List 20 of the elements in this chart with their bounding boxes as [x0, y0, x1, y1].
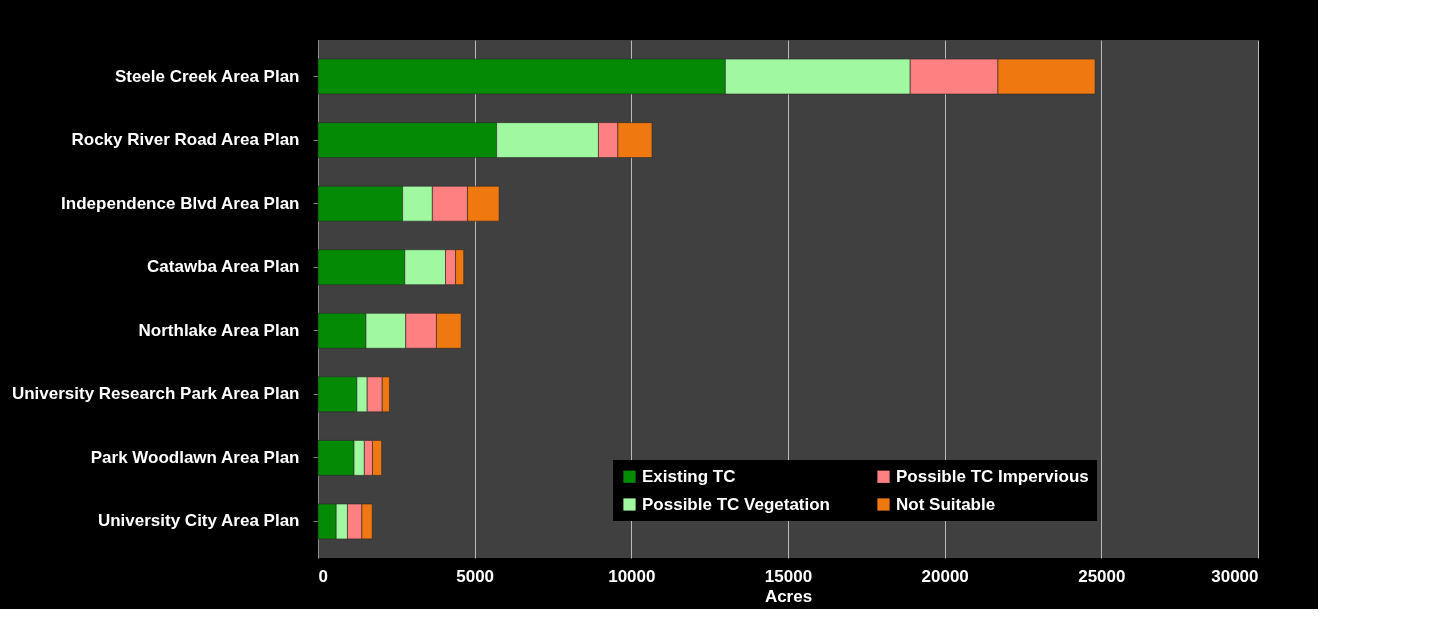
y-tick-label: Northlake Area Plan — [138, 320, 300, 340]
x-tick-label: 5000 — [456, 566, 495, 586]
y-tick-label: Independence Blvd Area Plan — [61, 193, 300, 213]
legend-label: Possible TC Impervious — [896, 466, 1089, 486]
x-tick-label: 0 — [318, 566, 328, 586]
x-tick-label: 15000 — [764, 566, 813, 586]
legend-label: Possible TC Vegetation — [642, 494, 830, 514]
legend-label: Not Suitable — [896, 494, 996, 514]
y-tick-label: University Research Park Area Plan — [11, 384, 300, 404]
y-tick-label: University City Area Plan — [97, 511, 300, 531]
x-tick-label: 25000 — [1078, 566, 1126, 586]
y-tick-label: Catawba Area Plan — [147, 257, 300, 277]
x-axis-title: Acres — [764, 586, 813, 606]
x-tick-label: 10000 — [608, 566, 656, 586]
y-tick-label: Rocky River Road Area Plan — [71, 130, 300, 150]
x-tick-label: 20000 — [921, 566, 969, 586]
legend-label: Existing TC — [642, 466, 736, 486]
y-tick-label: Park Woodlawn Area Plan — [90, 447, 300, 467]
x-tick-label: 30000 — [1211, 566, 1259, 586]
y-tick-label: Steele Creek Area Plan — [114, 66, 300, 86]
